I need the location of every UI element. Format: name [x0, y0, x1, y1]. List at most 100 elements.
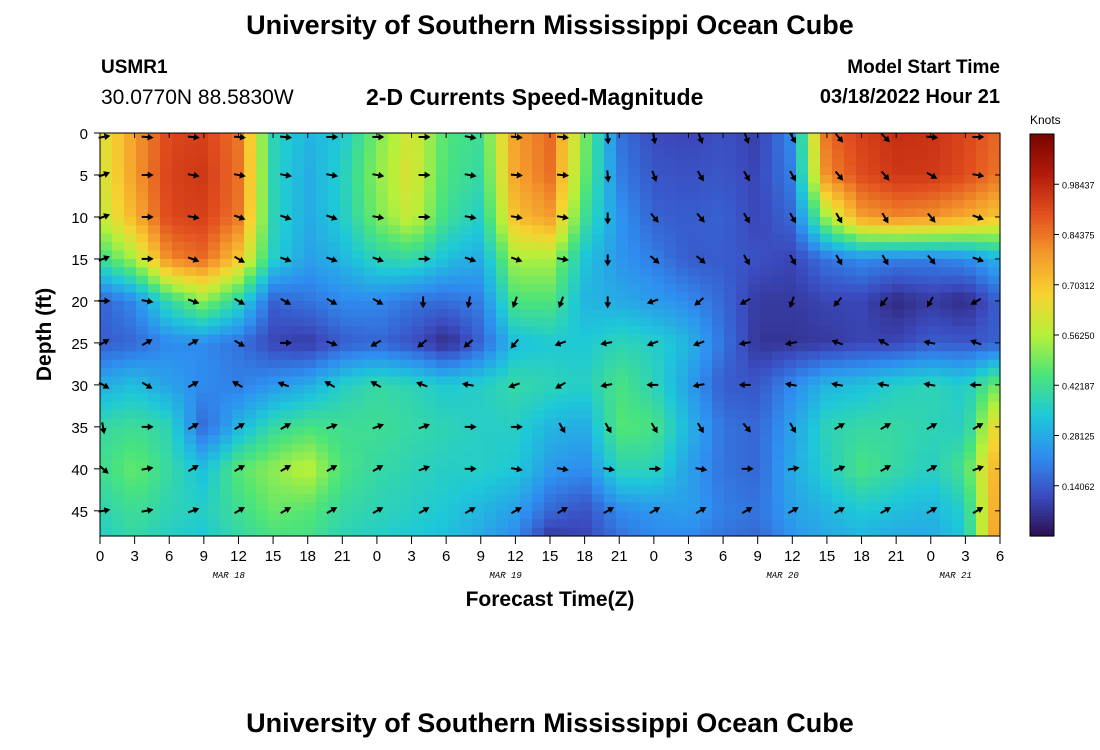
- heatmap-cell: [196, 502, 209, 512]
- heatmap-cell: [400, 233, 413, 243]
- heatmap-cell: [664, 426, 677, 436]
- colorbar-band: [1030, 304, 1054, 309]
- heatmap-cell: [412, 359, 425, 369]
- heatmap-cell: [868, 359, 881, 369]
- x-tick-label: 9: [200, 548, 208, 565]
- heatmap-cell: [736, 250, 749, 260]
- heatmap-cell: [400, 359, 413, 369]
- heatmap-cell: [508, 275, 521, 285]
- heatmap-cell: [820, 208, 833, 218]
- heatmap-cell: [316, 133, 329, 142]
- heatmap-cell: [148, 317, 161, 327]
- heatmap-cell: [316, 149, 329, 159]
- heatmap-cell: [412, 317, 425, 327]
- heatmap-cell: [844, 494, 857, 504]
- heatmap-cell: [628, 133, 641, 142]
- heatmap-cell: [160, 225, 173, 235]
- heatmap-cell: [556, 460, 569, 470]
- heatmap-cell: [364, 359, 377, 369]
- heatmap-cell: [220, 502, 233, 512]
- heatmap-cell: [868, 275, 881, 285]
- heatmap-cell: [328, 410, 341, 420]
- heatmap-cell: [136, 351, 149, 361]
- heatmap-cell: [844, 309, 857, 319]
- heatmap-cell: [280, 250, 293, 260]
- heatmap-cell: [556, 502, 569, 512]
- heatmap-cell: [544, 216, 557, 226]
- heatmap-cell: [556, 351, 569, 361]
- heatmap-cell: [904, 208, 917, 218]
- heatmap-cell: [460, 309, 473, 319]
- current-arrow: [508, 382, 520, 389]
- heatmap-cell: [460, 510, 473, 520]
- heatmap-cell: [616, 133, 629, 142]
- current-arrow: [187, 171, 200, 179]
- heatmap-cell: [604, 393, 617, 403]
- heatmap-cell: [364, 258, 377, 268]
- heatmap-cell: [652, 452, 665, 462]
- heatmap-cell: [856, 292, 869, 302]
- heatmap-cell: [508, 418, 521, 428]
- heatmap-cell: [484, 334, 497, 344]
- heatmap-cell: [796, 401, 809, 411]
- heatmap-cell: [712, 510, 725, 520]
- heatmap-cell: [820, 284, 833, 294]
- heatmap-cell: [244, 393, 257, 403]
- heatmap-cell: [976, 242, 989, 252]
- current-arrow: [187, 423, 199, 430]
- heatmap-cell: [568, 317, 581, 327]
- current-arrow: [141, 213, 154, 221]
- heatmap-cell: [304, 292, 317, 302]
- colorbar-band: [1030, 458, 1054, 463]
- heatmap-cell: [616, 326, 629, 336]
- heatmap-cell: [976, 166, 989, 176]
- heatmap-cell: [760, 359, 773, 369]
- heatmap-cell: [928, 510, 941, 520]
- heatmap-cell: [688, 342, 701, 352]
- heatmap-cell: [796, 284, 809, 294]
- heatmap-cell: [520, 258, 533, 268]
- heatmap-cell: [328, 284, 341, 294]
- heatmap-cell: [292, 258, 305, 268]
- heatmap-cell: [148, 359, 161, 369]
- y-tick-label: 20: [71, 294, 88, 311]
- heatmap-cell: [736, 334, 749, 344]
- heatmap-cell: [280, 275, 293, 285]
- heatmap-cell: [532, 216, 545, 226]
- heatmap-cell: [532, 191, 545, 201]
- heatmap-cell: [928, 200, 941, 210]
- heatmap-cell: [796, 292, 809, 302]
- heatmap-cell: [328, 317, 341, 327]
- colorbar-band: [1030, 515, 1054, 520]
- heatmap-cell: [856, 326, 869, 336]
- heatmap-cell: [868, 485, 881, 495]
- heatmap-cell: [556, 410, 569, 420]
- heatmap-cell: [268, 342, 281, 352]
- heatmap-cell: [568, 410, 581, 420]
- heatmap-cell: [568, 225, 581, 235]
- heatmap-cell: [856, 401, 869, 411]
- heatmap-cell: [784, 359, 797, 369]
- heatmap-cell: [160, 258, 173, 268]
- heatmap-cell: [796, 174, 809, 184]
- heatmap-cell: [400, 393, 413, 403]
- heatmap-cell: [760, 502, 773, 512]
- heatmap-cell: [640, 384, 653, 394]
- heatmap-cell: [748, 494, 761, 504]
- heatmap-cell: [856, 443, 869, 453]
- heatmap-cell: [832, 477, 845, 487]
- heatmap-cell: [616, 359, 629, 369]
- colorbar-band: [1030, 341, 1054, 346]
- heatmap-cell: [316, 376, 329, 386]
- heatmap-cell: [448, 502, 461, 512]
- heatmap-cell: [964, 468, 977, 478]
- heatmap-cell: [832, 376, 845, 386]
- heatmap-cell: [256, 275, 269, 285]
- heatmap-cell: [580, 326, 593, 336]
- heatmap-cell: [484, 359, 497, 369]
- current-arrow: [370, 381, 382, 388]
- heatmap-cell: [148, 208, 161, 218]
- heatmap-cell: [436, 510, 449, 520]
- heatmap-cell: [448, 418, 461, 428]
- heatmap-cell: [424, 284, 437, 294]
